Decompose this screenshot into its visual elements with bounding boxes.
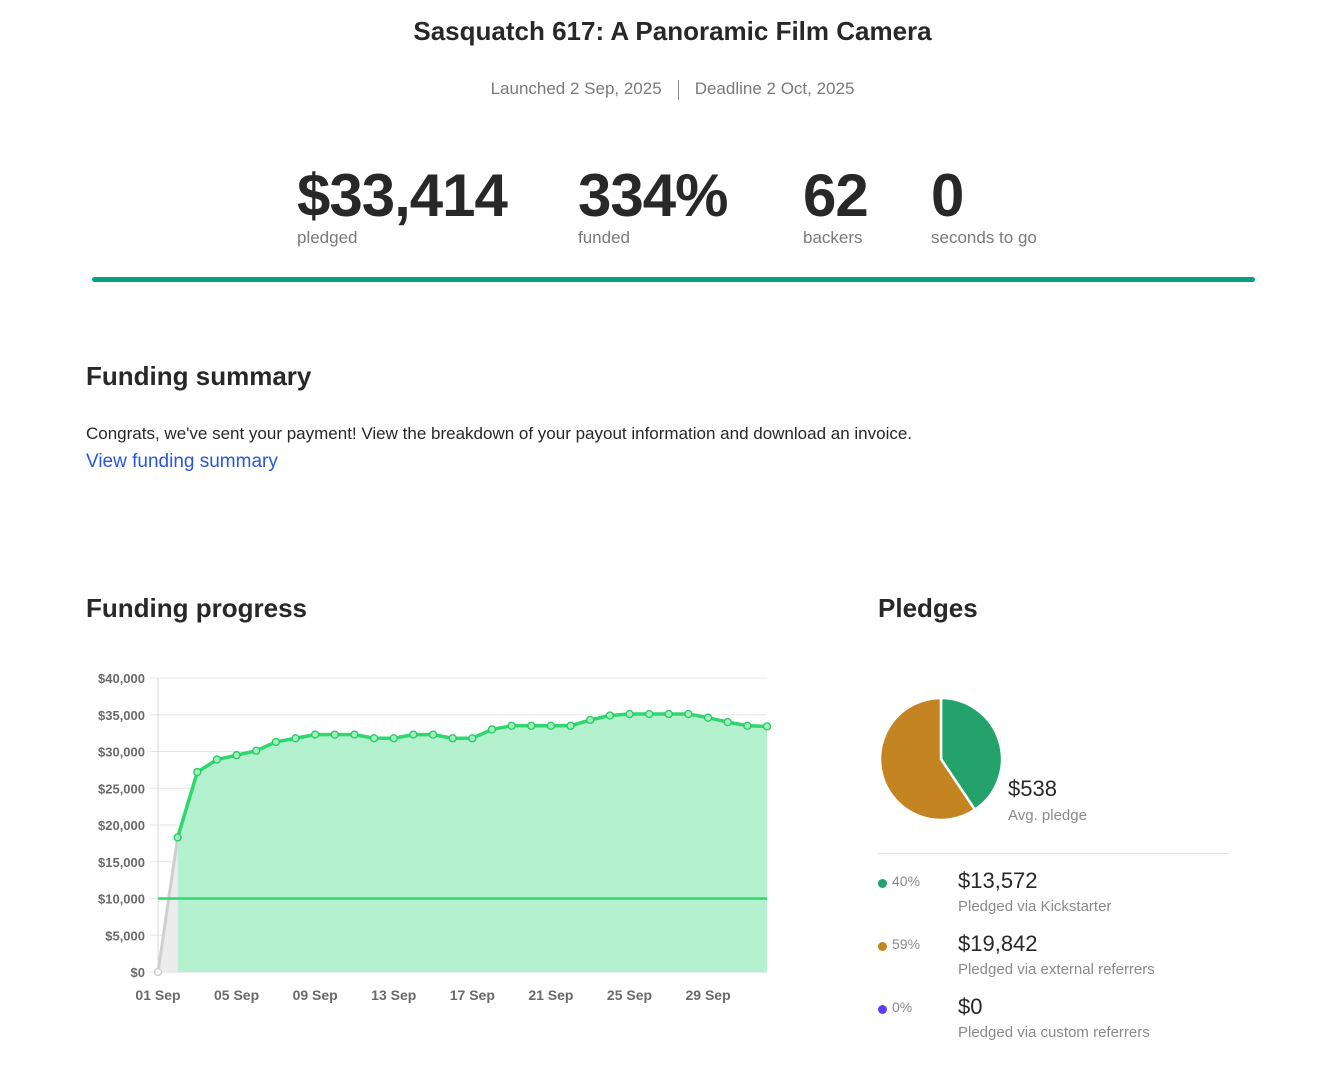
x-tick-label: 17 Sep [450,987,495,1003]
stat-pledged: $33,414 pledged [297,162,508,248]
legend-label: Pledged via Kickstarter [958,898,1112,915]
data-point [193,767,202,777]
funding-progress-bar [92,277,1255,282]
legend-dot [878,942,887,951]
data-point [723,717,732,727]
data-point [409,730,418,739]
stat-value: 334% [578,162,728,229]
legend-label: Pledged via external referrers [958,961,1155,978]
data-point [232,751,241,760]
data-point [487,725,497,734]
y-tick-label: $10,000 [98,892,145,907]
data-point [527,721,536,730]
data-point [252,746,261,755]
data-point [330,730,339,739]
project-title: Sasquatch 617: A Panoramic Film Camera [413,16,932,46]
funding-progress-heading: Funding progress [86,593,307,623]
data-point [212,755,222,764]
legend-label: Pledged via custom referrers [958,1024,1150,1041]
view-funding-summary-link[interactable]: View funding summary [86,451,278,472]
stat-label: pledged [297,228,358,247]
prelaunch-line [156,837,180,973]
legend-amount: $13,572 [958,868,1038,893]
funding-summary-text: Congrats, we've sent your payment! View … [86,424,913,443]
y-tick-label: $40,000 [98,671,145,686]
x-tick-label: 21 Sep [528,987,573,1003]
launch-date: Launched 2 Sep, 2025 [490,79,662,98]
y-tick-label: $0 [131,965,145,980]
y-tick-label: $20,000 [98,818,145,833]
x-tick-label: 13 Sep [371,987,416,1003]
x-tick-label: 09 Sep [293,987,338,1003]
data-point [625,709,634,719]
stat-label: seconds to go [931,228,1037,247]
pledges-pie-chart [878,696,1004,822]
funding-progress-chart: $0 $5,000 $10,000 $15,000 $20,000 $25,000 $30,… [98,671,772,1003]
x-tick-label: 01 Sep [135,987,180,1003]
x-tick-label: 25 Sep [607,987,652,1003]
funding-area [177,714,768,972]
data-point [703,713,713,722]
y-tick-label: $25,000 [98,781,145,796]
data-point [762,722,772,731]
x-tick-label: 29 Sep [685,987,730,1003]
data-point [448,734,457,743]
date-divider [677,79,679,100]
data-point [389,734,398,743]
data-point [291,734,300,743]
legend-dot [878,879,887,888]
data-point [644,709,654,719]
stat-value: $33,414 [297,162,508,229]
y-tick-label: $30,000 [98,745,145,760]
pledges-divider [878,853,1228,854]
legend-amount: $0 [958,994,983,1019]
data-point [369,734,379,743]
data-point [311,730,320,739]
avg-pledge-value: $538 [1008,776,1057,801]
legend-percent: 0% [892,999,913,1015]
funding-summary-heading: Funding summary [86,361,312,391]
data-point [173,833,182,842]
y-tick-label: $35,000 [98,708,145,723]
stat-funded: 334% funded [578,162,728,248]
data-point [664,709,673,719]
campaign-dates: Launched 2 Sep, 2025 Deadline 2 Oct, 2025 [0,79,1321,100]
legend-percent: 40% [892,873,921,889]
data-point [271,737,281,747]
y-tick-label: $15,000 [98,855,145,870]
deadline-date: Deadline 2 Oct, 2025 [694,79,855,98]
data-point [546,721,556,730]
stat-label: funded [578,228,630,247]
data-point [468,734,477,743]
data-point [586,715,595,725]
data-point [605,711,614,720]
data-point [153,967,163,977]
stat-value: 62 [803,162,869,229]
data-point [350,730,359,739]
pie-slice [878,696,977,822]
data-point [507,721,516,730]
data-point [428,730,438,739]
stat-value: 0 [931,162,964,229]
data-point [684,709,693,719]
stat-label: backers [803,228,863,247]
x-tick-label: 05 Sep [214,987,259,1003]
data-point [743,721,752,730]
stat-backers: 62 backers [803,162,869,248]
pledges-heading: Pledges [878,593,978,623]
stat-time-left: 0 seconds to go [931,162,1037,248]
data-point [566,721,575,730]
avg-pledge-label: Avg. pledge [1008,807,1087,824]
legend-percent: 59% [892,936,921,952]
legend-amount: $19,842 [958,931,1038,956]
legend-dot [878,1005,887,1014]
y-tick-label: $5,000 [105,928,145,943]
